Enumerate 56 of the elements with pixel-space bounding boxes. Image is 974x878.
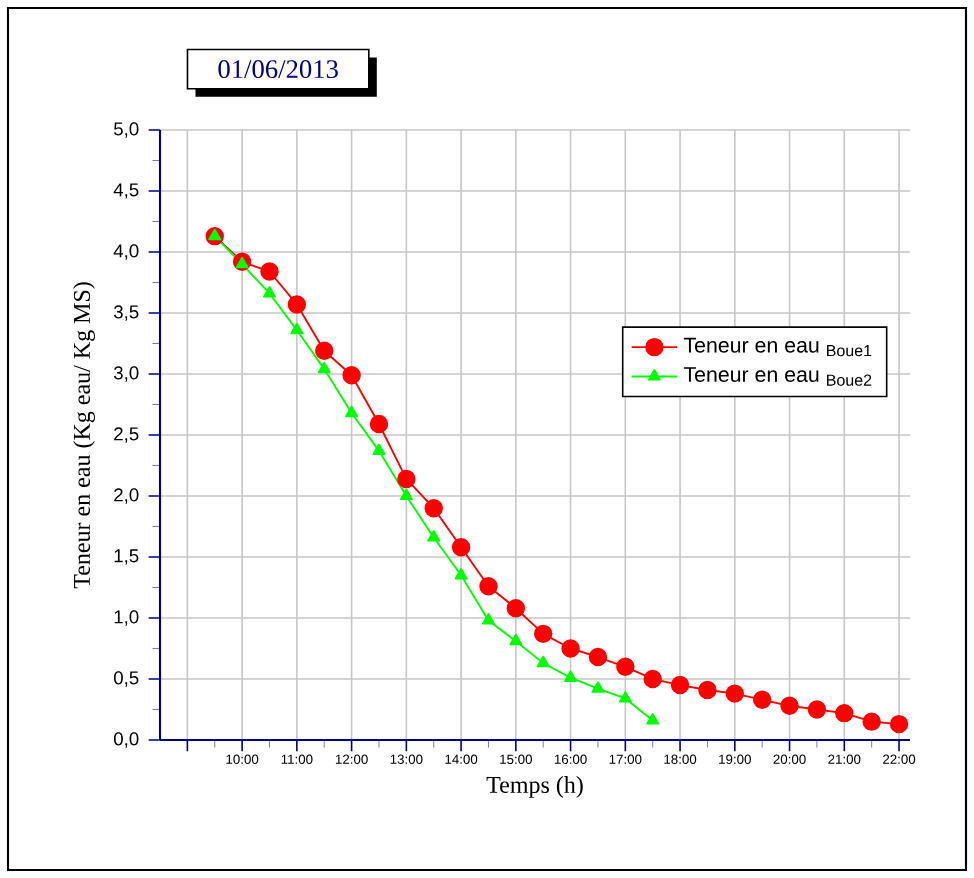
point — [591, 681, 605, 693]
point — [561, 639, 580, 658]
point — [725, 684, 745, 703]
point — [752, 690, 772, 709]
y-tick-label: 4,5 — [113, 183, 139, 199]
y-tick-label: 5,0 — [114, 122, 139, 138]
point — [534, 624, 553, 644]
point — [263, 286, 276, 298]
point — [290, 322, 304, 335]
point — [372, 443, 386, 455]
point — [424, 498, 443, 518]
point — [807, 700, 827, 719]
point — [260, 262, 279, 281]
point — [506, 599, 526, 618]
point — [588, 647, 608, 667]
y-tick-label: 4,0 — [113, 244, 139, 260]
point — [835, 703, 854, 723]
point — [536, 655, 550, 668]
point — [616, 657, 635, 676]
point — [564, 670, 578, 682]
point — [698, 680, 717, 700]
point — [342, 366, 361, 385]
point — [399, 488, 413, 501]
point — [317, 361, 331, 374]
y-tick-label: 1,0 — [114, 610, 139, 626]
point — [509, 633, 523, 646]
point — [345, 405, 359, 418]
point — [315, 341, 334, 361]
y-tick-label: 2,0 — [114, 488, 139, 504]
point — [618, 691, 632, 703]
point — [889, 714, 909, 734]
point — [454, 567, 468, 580]
chart-title: 01/06/2013 — [218, 60, 338, 79]
y-tick-label: 0,5 — [113, 671, 139, 687]
point — [397, 469, 416, 489]
point — [479, 577, 498, 596]
y-tick-label: 0,0 — [113, 732, 139, 748]
y-tick-label: 3,5 — [113, 305, 139, 321]
y-tick-label: 1,5 — [114, 549, 139, 565]
point — [369, 414, 389, 434]
point — [643, 669, 662, 689]
point — [780, 696, 799, 716]
point — [481, 613, 495, 625]
legend-label: Teneur en eau $_{Boue1}$ — [683, 337, 872, 357]
point — [670, 675, 690, 695]
y-tick-label: 2,5 — [114, 427, 139, 443]
point — [287, 295, 307, 314]
x-axis-title: Temps (h) — [486, 776, 583, 798]
legend-label: Teneur en eau $_{Boue2}$ — [683, 367, 872, 386]
point — [208, 228, 222, 241]
point — [862, 712, 881, 731]
point — [427, 530, 441, 542]
point — [451, 538, 471, 557]
y-axis-title: Teneur en eau (Kg eau/ Kg MS) — [73, 282, 95, 589]
point — [646, 713, 660, 725]
y-tick-label: 3,0 — [113, 366, 139, 382]
